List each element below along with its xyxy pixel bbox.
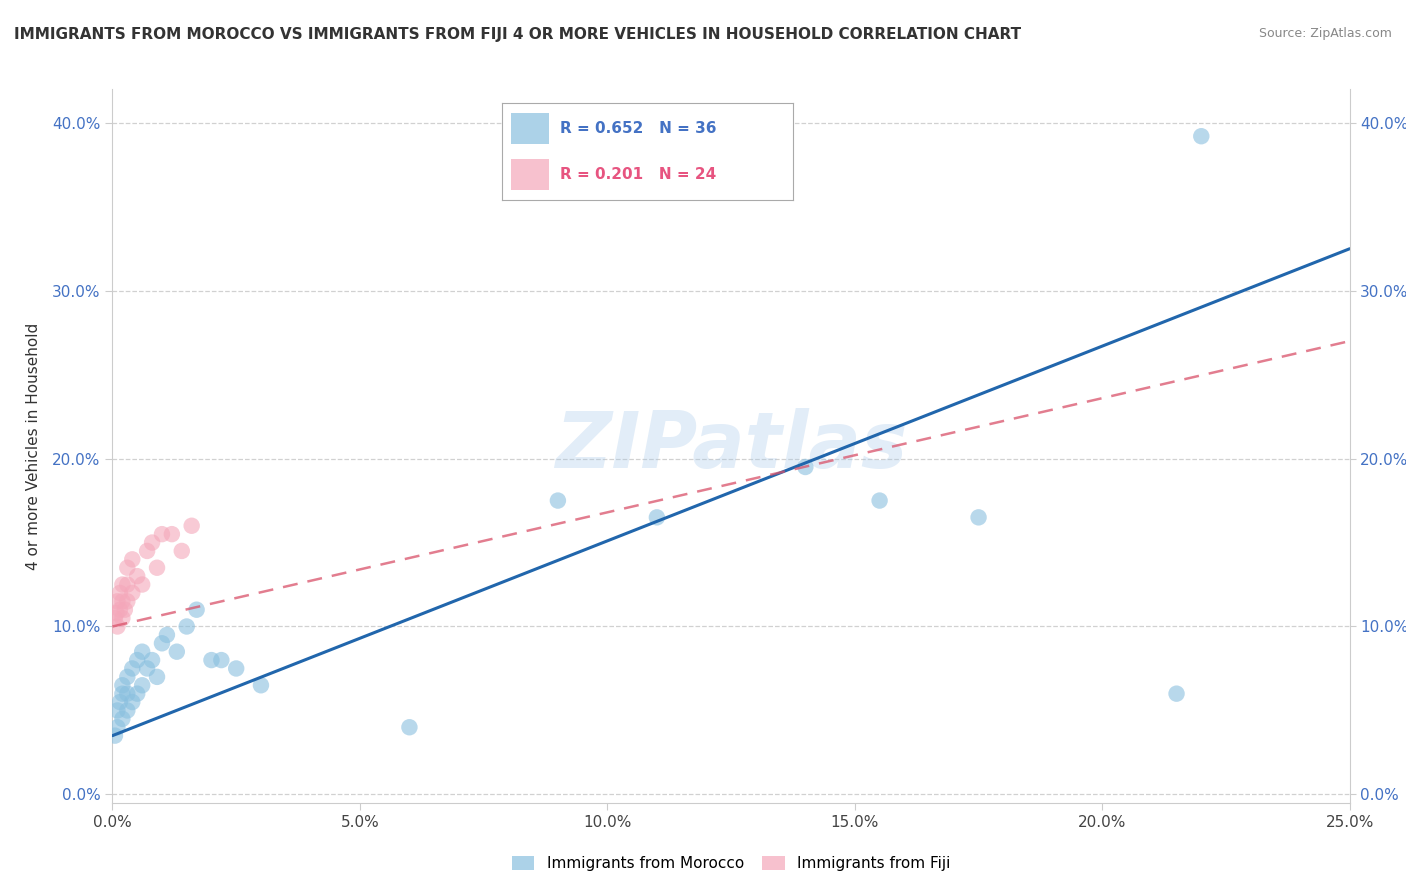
Point [121, 695, 143, 709]
Point [111, 577, 134, 591]
Point [111, 678, 134, 692]
Point [107, 720, 129, 734]
Point [127, 653, 149, 667]
Point [869, 493, 891, 508]
Point [121, 552, 143, 566]
Point [141, 653, 163, 667]
Point [176, 619, 198, 633]
Text: ZIPatlas: ZIPatlas [555, 408, 907, 484]
Point [209, 653, 232, 667]
Point [121, 661, 143, 675]
Text: Source: ZipAtlas.com: Source: ZipAtlas.com [1258, 27, 1392, 40]
Y-axis label: 4 or more Vehicles in Household: 4 or more Vehicles in Household [27, 322, 41, 570]
Point [141, 535, 163, 549]
Point [1189, 129, 1212, 144]
Point [121, 586, 143, 600]
Point [166, 645, 188, 659]
Point [1166, 687, 1188, 701]
Point [150, 527, 173, 541]
Point [127, 569, 149, 583]
Point [111, 687, 134, 701]
Point [146, 670, 169, 684]
Point [108, 695, 131, 709]
Point [170, 544, 193, 558]
Point [547, 493, 569, 508]
Point [156, 628, 179, 642]
Point [107, 594, 129, 608]
Point [131, 577, 153, 591]
Point [117, 687, 139, 701]
Point [117, 560, 139, 574]
Point [131, 678, 153, 692]
Point [200, 653, 222, 667]
Point [108, 586, 131, 600]
Point [111, 594, 134, 608]
Point [111, 611, 134, 625]
Point [104, 611, 127, 625]
Point [136, 661, 159, 675]
Point [160, 527, 183, 541]
Point [107, 703, 129, 717]
Point [117, 594, 139, 608]
Point [107, 619, 129, 633]
Point [114, 603, 136, 617]
Legend: Immigrants from Morocco, Immigrants from Fiji: Immigrants from Morocco, Immigrants from… [505, 850, 957, 877]
Point [105, 606, 128, 620]
Point [131, 645, 153, 659]
Point [186, 603, 208, 617]
Point [967, 510, 990, 524]
Point [225, 661, 247, 675]
Point [117, 577, 139, 591]
Point [150, 636, 173, 650]
Point [645, 510, 668, 524]
Text: IMMIGRANTS FROM MOROCCO VS IMMIGRANTS FROM FIJI 4 OR MORE VEHICLES IN HOUSEHOLD : IMMIGRANTS FROM MOROCCO VS IMMIGRANTS FR… [14, 27, 1021, 42]
Point [180, 518, 202, 533]
Point [104, 729, 127, 743]
Point [136, 544, 159, 558]
Point [117, 670, 139, 684]
Point [250, 678, 273, 692]
Point [111, 712, 134, 726]
Point [127, 687, 149, 701]
Point [398, 720, 420, 734]
Point [108, 603, 131, 617]
Point [146, 560, 169, 574]
Point [794, 460, 817, 475]
Point [117, 703, 139, 717]
